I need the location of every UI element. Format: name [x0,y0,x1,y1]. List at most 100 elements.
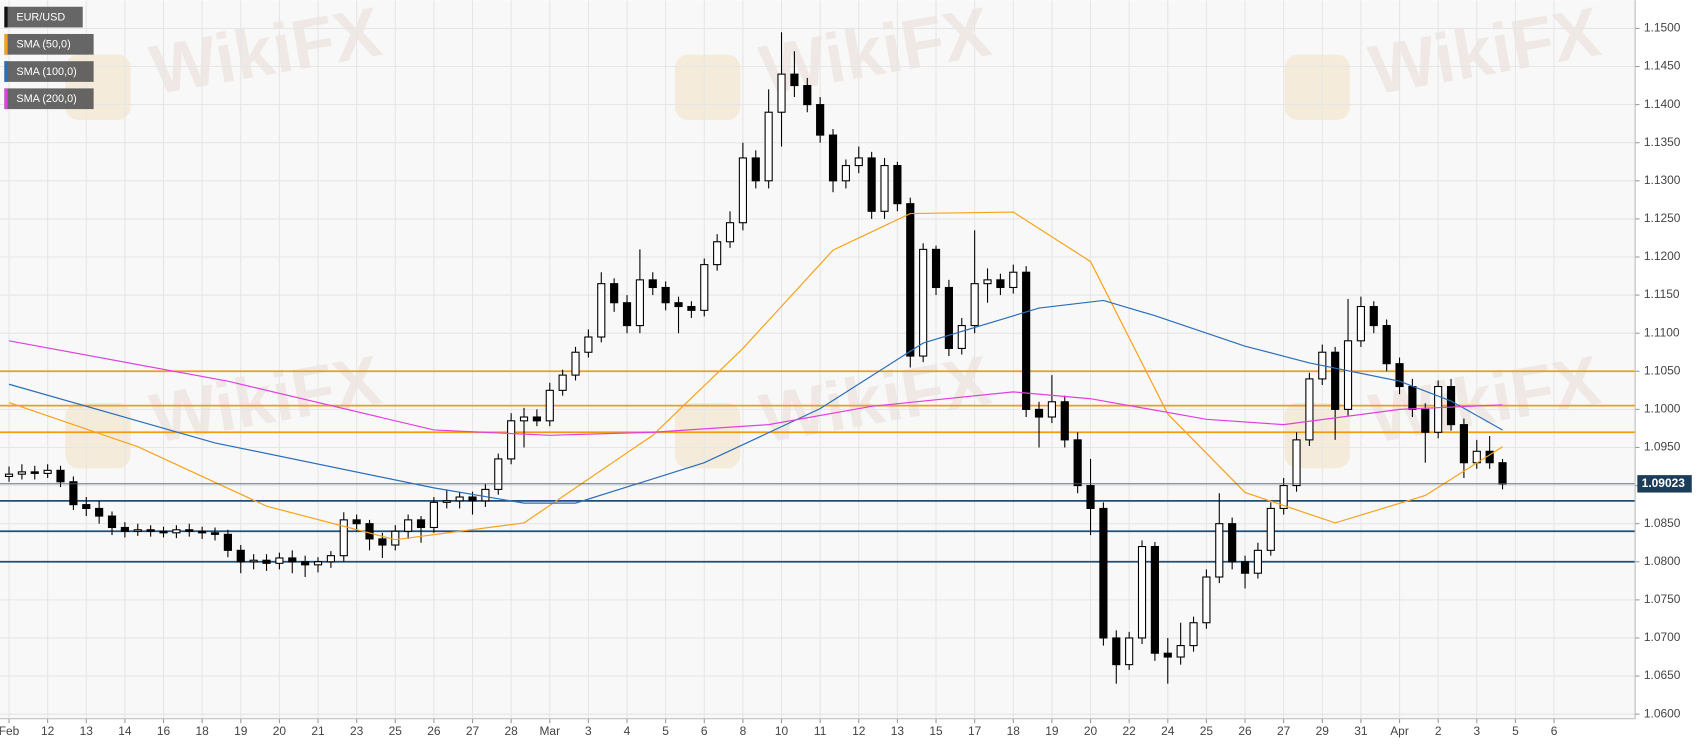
legend-box [4,61,94,82]
candle-body [1253,549,1262,574]
legend: EUR/USD SMA (50,0) SMA (100,0) SMA (200,0) [4,6,94,110]
candle-body [275,557,284,564]
watermark-logo [1284,403,1350,469]
y-tick-label: 1.1250 [1644,211,1681,225]
x-tick-label: 31 [1354,724,1368,738]
candle-body [635,279,644,327]
candle-body [1408,385,1417,410]
legend-label: EUR/USD [16,12,65,24]
candle-body [919,248,928,357]
candle-body [69,481,78,506]
x-tick-label: 27 [466,724,480,738]
candle-body [957,325,966,349]
candle-body [1382,325,1391,365]
candle-body [816,104,825,136]
candle-body [82,504,91,509]
candle-body [1009,271,1018,289]
x-tick-label: 28 [504,724,518,738]
candle-body [56,469,65,483]
candle-body [4,473,14,477]
candle-body [1369,305,1378,327]
candle-body [944,286,953,349]
grid: 1.0600 1.0650 1.0700 1.0750 1.0800 1.0850 1.09… [0,0,1681,738]
candle-body [1343,340,1353,410]
candle-body [223,533,232,551]
candle-body [1073,439,1082,487]
candle-body [391,530,400,546]
candle-body [1163,652,1172,658]
candle-body [1112,637,1121,666]
candle-body [970,283,979,327]
candle-body [313,561,323,566]
x-tick-label: 16 [157,724,171,738]
x-tick-label: 2 [1435,724,1442,738]
candle-body [751,157,760,182]
y-tick-label: 1.1450 [1644,59,1681,73]
candle-body [1137,545,1147,639]
x-tick-label: 12 [41,724,55,738]
x-tick-label: 19 [234,724,248,738]
candle-body [893,165,902,205]
candle-body [1266,507,1275,551]
y-tick-label: 1.0750 [1644,592,1681,606]
watermark-logo [674,403,741,469]
x-tick-label: 18 [195,724,209,738]
last-price-label: 1.09023 [1642,476,1686,490]
candle-body [996,279,1005,289]
x-tick-label: 3 [585,724,592,738]
candle-body [133,529,142,532]
candle-body [429,501,438,529]
y-tick-label: 1.0600 [1644,706,1681,720]
candle-body [146,529,155,532]
legend-swatch [4,33,8,55]
candle-body [339,519,348,557]
candle-body [404,519,413,532]
legend-box [4,88,94,110]
candle-body [172,529,181,534]
candle-body [1125,637,1134,666]
legend-swatch [4,88,8,110]
candle-body [1086,485,1095,509]
candle-body [1176,645,1185,658]
candle-body [610,283,619,304]
y-tick-label: 1.1100 [1644,325,1680,339]
y-tick-label: 1.1050 [1644,363,1681,377]
y-tick-label: 1.0800 [1644,554,1681,568]
legend-swatch [4,6,8,28]
y-tick-label: 1.0700 [1644,630,1681,644]
candle-body [1305,378,1314,441]
y-tick-label: 1.1500 [1644,21,1681,35]
candle-body [442,500,451,503]
candle-body [210,532,220,535]
candle-body [1228,523,1237,563]
legend-box [4,33,94,55]
candle-body [1356,305,1365,342]
candle-body [159,530,168,534]
candle-body [30,471,39,474]
y-tick-label: 1.1350 [1644,135,1681,149]
candle-body [468,496,477,502]
candle-body [1022,271,1031,410]
candle-body [43,469,52,474]
x-tick-label: 11 [814,724,827,738]
x-tick-label: 25 [1200,724,1214,738]
y-tick-label: 1.1150 [1644,287,1680,301]
candle-body [1434,385,1443,433]
legend-box [4,6,83,28]
x-tick-label: 13 [80,724,94,738]
x-tick-label: 18 [1007,724,1021,738]
candle-body [1498,462,1507,485]
legend-label: SMA (100,0) [16,66,76,78]
x-tick-label: 20 [1084,724,1098,738]
candle-body [790,73,799,87]
candle-body [867,157,876,212]
candle-body [713,241,722,266]
candle-body [301,561,310,566]
candle-body [198,530,207,534]
candle-body [738,157,747,224]
candle-body [1150,545,1159,654]
x-tick-label: 15 [929,724,943,738]
x-tick-label: 8 [740,724,747,738]
x-tick-label: 13 [891,724,905,738]
